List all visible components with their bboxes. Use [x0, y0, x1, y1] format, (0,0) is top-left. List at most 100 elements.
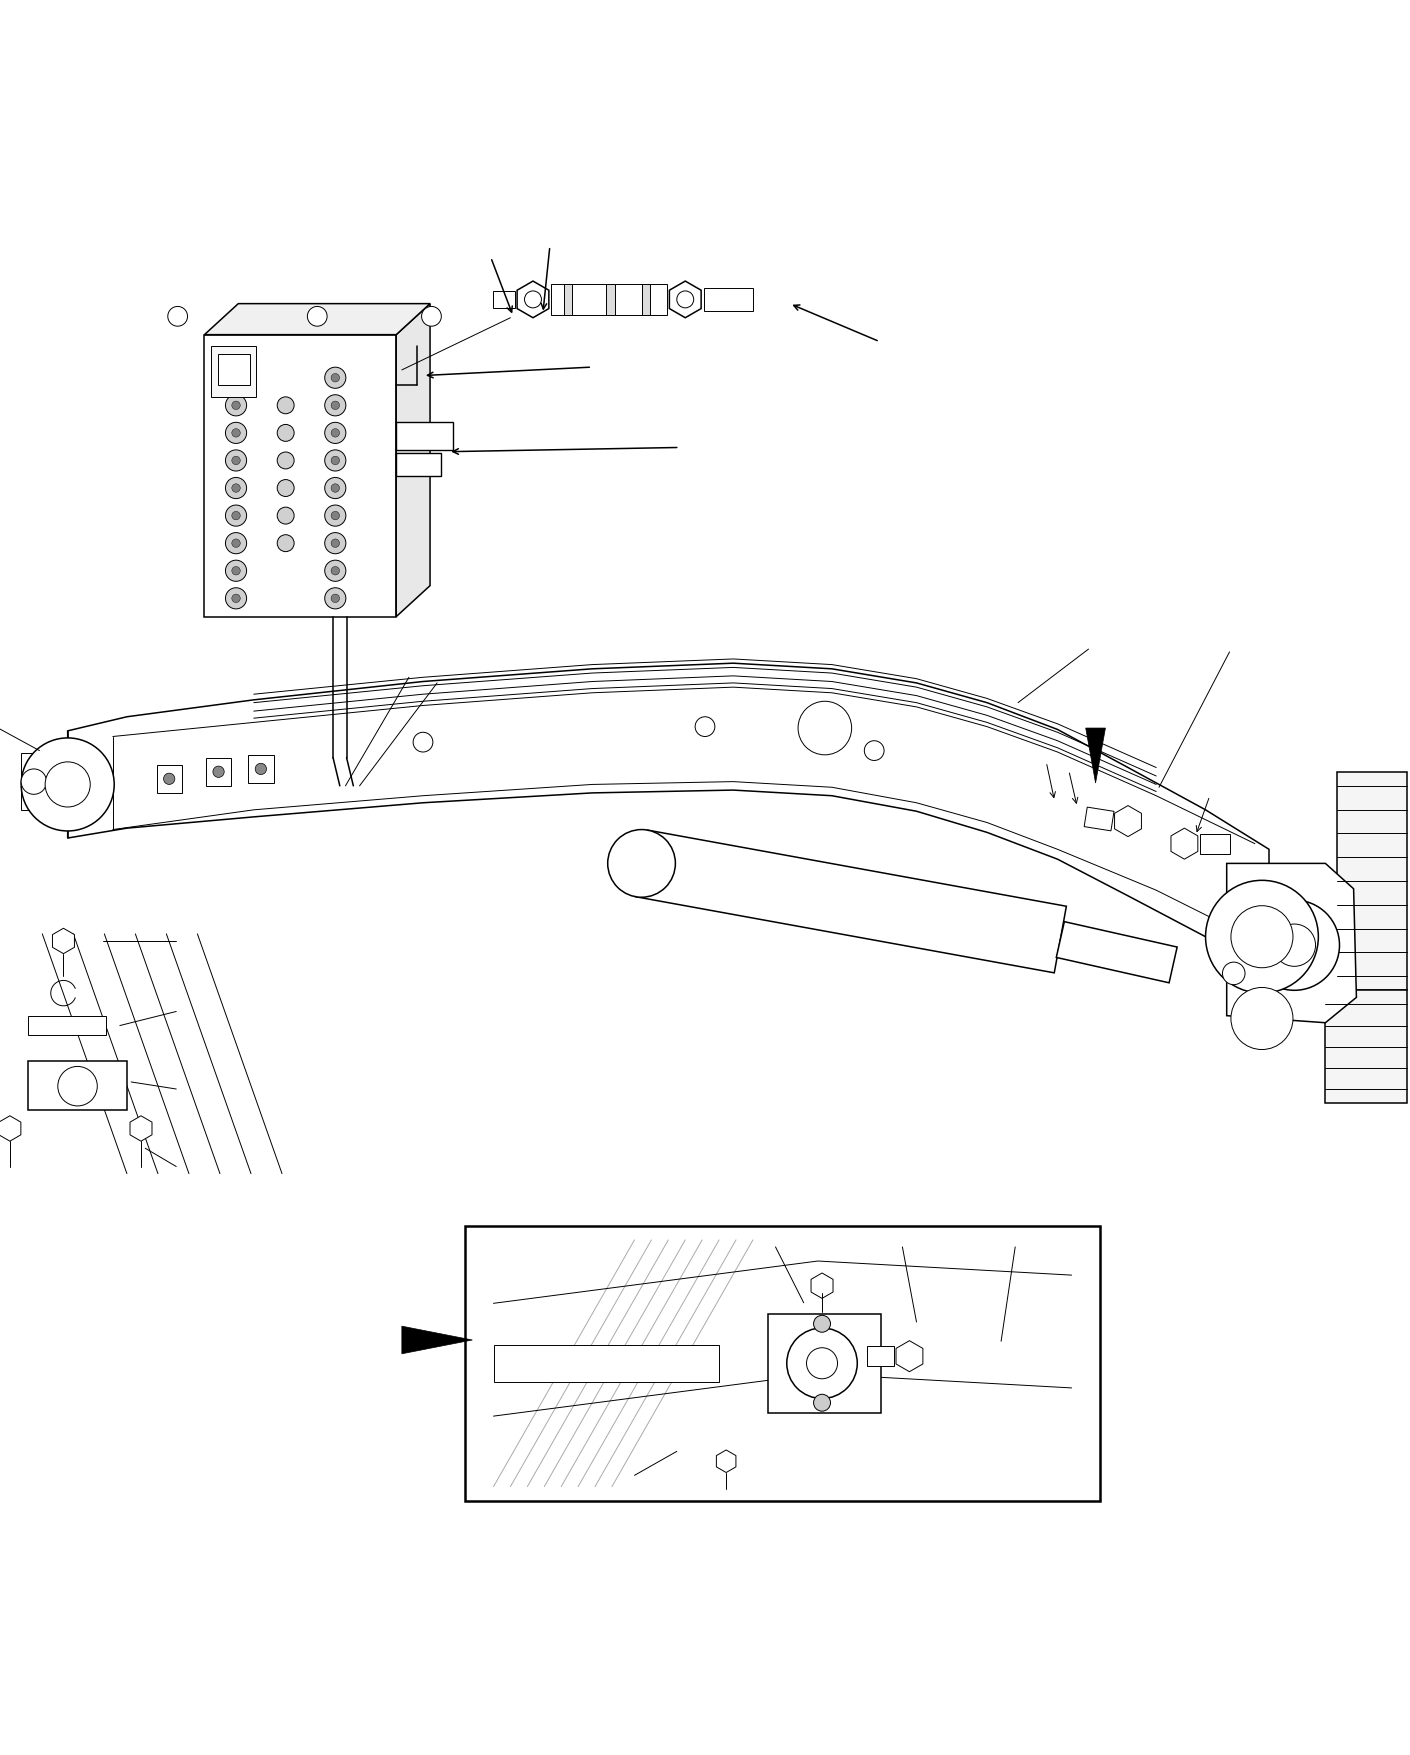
Circle shape — [525, 291, 541, 307]
Polygon shape — [130, 1116, 152, 1141]
Circle shape — [278, 397, 295, 414]
Polygon shape — [1325, 990, 1407, 1104]
Bar — [248, 755, 274, 783]
Polygon shape — [28, 1060, 127, 1111]
Circle shape — [807, 1348, 838, 1379]
Circle shape — [331, 595, 340, 602]
Polygon shape — [716, 1450, 736, 1472]
Polygon shape — [636, 830, 1066, 972]
Circle shape — [331, 539, 340, 548]
Circle shape — [324, 423, 345, 444]
Polygon shape — [867, 1346, 894, 1365]
Polygon shape — [895, 1341, 924, 1372]
Circle shape — [231, 402, 240, 409]
Bar — [212, 346, 257, 397]
Polygon shape — [1084, 807, 1114, 830]
Circle shape — [1231, 906, 1293, 967]
Polygon shape — [811, 1272, 833, 1299]
Circle shape — [324, 588, 345, 609]
Circle shape — [1249, 900, 1340, 990]
Circle shape — [278, 425, 295, 441]
Circle shape — [255, 763, 266, 774]
Circle shape — [21, 737, 114, 830]
Circle shape — [324, 395, 345, 416]
Bar — [606, 284, 615, 314]
Circle shape — [324, 477, 345, 498]
Polygon shape — [204, 335, 396, 616]
Bar — [206, 758, 231, 786]
Circle shape — [164, 774, 175, 784]
Circle shape — [226, 449, 247, 470]
Polygon shape — [1086, 728, 1105, 783]
Circle shape — [324, 532, 345, 555]
Bar — [157, 765, 182, 793]
Polygon shape — [551, 284, 667, 314]
Circle shape — [231, 567, 240, 576]
Circle shape — [226, 367, 247, 388]
Circle shape — [58, 1067, 97, 1106]
Circle shape — [787, 1329, 857, 1399]
Polygon shape — [670, 281, 701, 318]
Polygon shape — [517, 281, 548, 318]
Circle shape — [324, 505, 345, 526]
Circle shape — [864, 741, 884, 760]
Circle shape — [331, 456, 340, 465]
Bar — [642, 284, 650, 314]
Circle shape — [231, 374, 240, 383]
Polygon shape — [704, 288, 753, 311]
Circle shape — [45, 762, 90, 807]
Circle shape — [331, 567, 340, 576]
Polygon shape — [396, 304, 430, 616]
Circle shape — [677, 291, 694, 307]
Circle shape — [226, 395, 247, 416]
Circle shape — [231, 595, 240, 602]
Circle shape — [331, 374, 340, 383]
Circle shape — [413, 732, 433, 751]
Circle shape — [231, 428, 240, 437]
Polygon shape — [0, 1116, 21, 1141]
Polygon shape — [493, 291, 515, 307]
Circle shape — [1273, 925, 1316, 967]
Bar — [768, 1314, 881, 1413]
Circle shape — [226, 560, 247, 581]
Circle shape — [1231, 988, 1293, 1049]
Circle shape — [1206, 881, 1318, 993]
Circle shape — [307, 307, 327, 326]
Polygon shape — [1114, 806, 1142, 837]
Circle shape — [422, 307, 441, 326]
Circle shape — [226, 423, 247, 444]
Circle shape — [278, 507, 295, 525]
Polygon shape — [1337, 772, 1407, 990]
Circle shape — [814, 1393, 830, 1411]
Circle shape — [231, 484, 240, 491]
Circle shape — [278, 479, 295, 497]
Circle shape — [231, 539, 240, 548]
Polygon shape — [402, 1327, 472, 1353]
Circle shape — [21, 769, 47, 795]
Polygon shape — [493, 1344, 719, 1381]
Circle shape — [331, 428, 340, 437]
Circle shape — [814, 1314, 830, 1332]
Circle shape — [331, 402, 340, 409]
Circle shape — [324, 449, 345, 470]
Circle shape — [231, 456, 240, 465]
Polygon shape — [28, 1016, 106, 1035]
Bar — [21, 753, 68, 809]
Polygon shape — [68, 663, 1269, 976]
Polygon shape — [1227, 863, 1356, 1023]
Circle shape — [226, 588, 247, 609]
Circle shape — [226, 505, 247, 526]
Circle shape — [331, 484, 340, 491]
Circle shape — [695, 716, 715, 737]
Circle shape — [324, 367, 345, 388]
Circle shape — [278, 453, 295, 469]
Bar — [564, 284, 572, 314]
Circle shape — [331, 511, 340, 519]
Circle shape — [226, 477, 247, 498]
Polygon shape — [396, 421, 453, 451]
Circle shape — [231, 511, 240, 519]
Circle shape — [798, 702, 852, 755]
Polygon shape — [1200, 834, 1230, 853]
Polygon shape — [396, 453, 441, 476]
Circle shape — [226, 532, 247, 555]
